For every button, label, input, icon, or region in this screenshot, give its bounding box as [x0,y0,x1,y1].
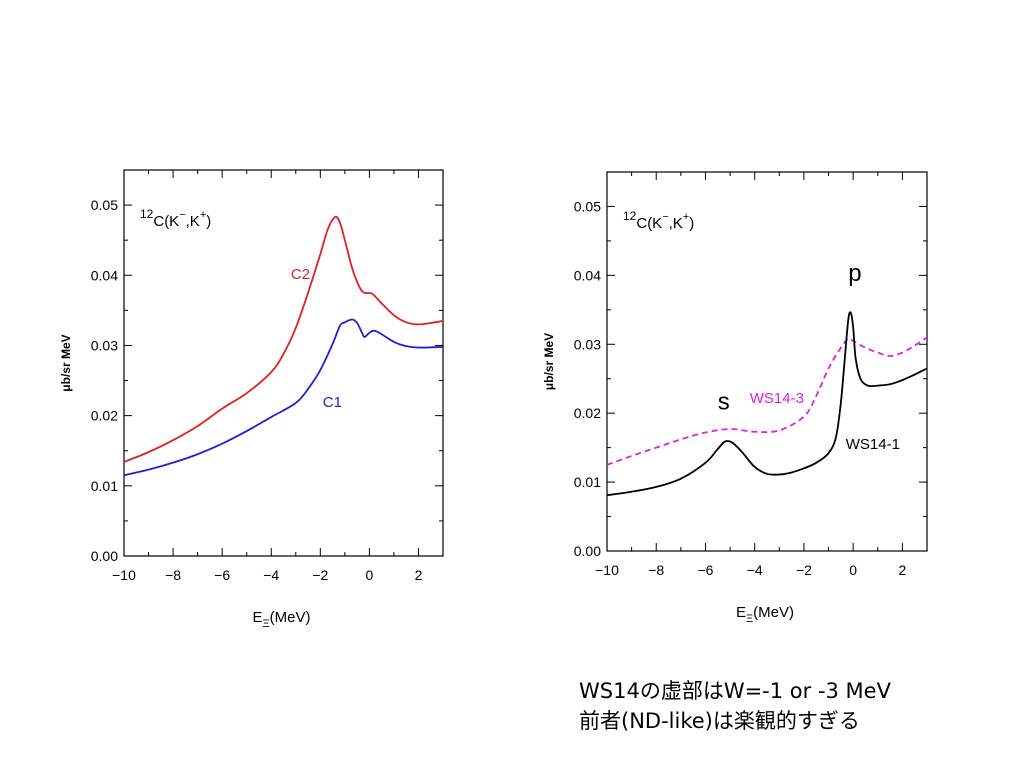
x-tick-label: 2 [415,567,423,583]
reaction-text: ) [206,213,211,230]
x-tick-label: −2 [796,562,812,578]
y-axis-label: μb/sr MeV [59,334,73,391]
x-tick-label: −2 [312,567,328,583]
reaction-text: ,K [669,215,683,232]
y-tick-label: 0.04 [574,267,601,283]
x-axis-label-main: E [736,604,746,621]
caption-line-1: WS14の虚部はW=-1 or -3 MeV [579,679,891,703]
x-axis-label: EΞ(MeV) [252,609,310,630]
series-line-ws14-1 [607,311,927,497]
reaction-text: ) [689,215,694,232]
peak-annotation-p: p [848,260,861,287]
reaction-text: ,K [186,213,200,230]
x-tick-label: −4 [263,567,279,583]
plot-frame [606,171,928,552]
x-tick-label: −6 [697,562,713,578]
y-tick-label: 0.02 [574,405,601,421]
y-tick-label: 0.04 [91,267,118,283]
chart-right: −10 −8 −6 −4 −2 0 2 0.00 0.01 0.02 0.03 0.04 0.05 μb/… [542,171,928,625]
x-axis-label-unit: (MeV) [270,609,311,626]
reaction-sup: + [200,209,206,221]
x-tick-label: −10 [112,567,136,583]
reaction-mass-number: 12 [140,207,154,221]
x-tick-label: −10 [595,562,619,578]
y-tick-label: 0.02 [91,408,118,424]
slide-caption: WS14の虚部はW=-1 or -3 MeV 前者(ND-like)は楽観的すぎ… [579,676,891,736]
chart-left: −10 −8 −6 −4 −2 0 2 0.00 0.01 0.02 0.03 0.04 0.05 μb/… [59,169,444,630]
y-tick-label: 0.00 [574,543,601,559]
x-tick-label: −6 [214,567,230,583]
series-line-c1 [124,318,443,477]
plot-frame [123,169,444,557]
x-axis-label-unit: (MeV) [753,604,794,621]
reaction-mass-number: 12 [623,209,637,223]
x-tick-label: 2 [898,562,906,578]
caption-line-2: 前者(ND-like)は楽観的すぎる [579,709,860,733]
x-axis-label: EΞ(MeV) [736,604,794,625]
y-tick-label: 0.05 [574,198,601,214]
x-tick-label: 0 [365,567,373,583]
x-axis-label-main: E [252,609,262,626]
x-axis-label-sub: Ξ [746,613,753,625]
reaction-label: 12C(K−,K+) [623,209,694,232]
series-label-ws14-3: WS14-3 [750,390,804,407]
y-tick-label: 0.01 [91,478,118,494]
series-label-c2: C2 [291,266,310,283]
reaction-label: 12C(K−,K+) [140,207,211,230]
x-tick-label: −4 [747,562,763,578]
reaction-sup: − [662,211,668,223]
reaction-text: C(K [153,213,179,230]
x-tick-label: −8 [165,567,181,583]
series-line-ws14-3 [607,336,927,466]
y-axis-label: μb/sr MeV [542,333,556,390]
x-tick-label: 0 [849,562,857,578]
y-tick-label: 0.05 [91,197,118,213]
peak-annotation-s: s [718,389,730,416]
series-line-c2 [124,215,443,463]
x-axis-label-sub: Ξ [263,618,270,630]
y-tick-label: 0.03 [91,337,118,353]
reaction-text: C(K [636,215,662,232]
reaction-sup: + [683,211,689,223]
y-tick-label: 0.01 [574,474,601,490]
y-tick-label: 0.00 [91,548,118,564]
x-tick-label: −8 [648,562,664,578]
reaction-sup: − [179,209,185,221]
y-tick-label: 0.03 [574,336,601,352]
series-label-c1: C1 [323,394,342,411]
series-label-ws14-1: WS14-1 [846,436,900,453]
